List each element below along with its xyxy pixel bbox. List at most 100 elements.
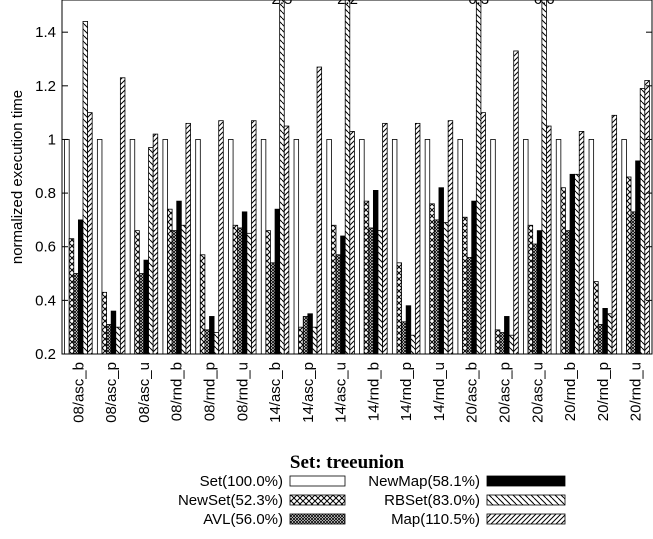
bar bbox=[148, 147, 154, 354]
bar bbox=[536, 230, 543, 354]
bar bbox=[466, 257, 473, 354]
bar bbox=[405, 305, 412, 354]
legend-swatch bbox=[486, 513, 566, 525]
bar bbox=[335, 254, 342, 354]
bar bbox=[523, 139, 529, 354]
bar bbox=[204, 329, 210, 354]
x-tick-label: 08/rnd_u bbox=[234, 362, 251, 421]
value-label: 6.6 bbox=[534, 0, 555, 8]
bar bbox=[283, 125, 290, 354]
bar bbox=[138, 273, 145, 354]
bar bbox=[447, 120, 454, 354]
y-tick-label: 0.2 bbox=[35, 346, 56, 363]
bar bbox=[152, 133, 159, 354]
y-tick-label: 0.6 bbox=[35, 239, 56, 256]
bar bbox=[134, 230, 140, 354]
x-tick-label: 14/rnd_u bbox=[431, 362, 448, 421]
bar bbox=[171, 230, 178, 354]
bar bbox=[414, 122, 421, 354]
x-tick-label: 08/rnd_b bbox=[169, 362, 186, 421]
y-tick-label: 1.4 bbox=[35, 24, 56, 41]
bar bbox=[555, 139, 562, 354]
bar bbox=[195, 139, 201, 354]
bar bbox=[87, 112, 93, 354]
bar bbox=[101, 291, 107, 354]
bars bbox=[64, 0, 650, 354]
bar bbox=[593, 281, 599, 354]
value-label: 6.3 bbox=[468, 0, 489, 8]
bar bbox=[401, 321, 407, 354]
bar bbox=[298, 326, 304, 354]
bar bbox=[349, 131, 355, 354]
chart-title: Set: treeunion bbox=[290, 452, 405, 473]
bar bbox=[185, 122, 191, 354]
x-tick-label: 20/rnd_p bbox=[595, 362, 612, 421]
bar bbox=[316, 66, 323, 354]
bar bbox=[359, 139, 365, 354]
bar bbox=[391, 139, 398, 354]
bar bbox=[382, 122, 388, 354]
bar bbox=[396, 262, 402, 354]
bar bbox=[213, 332, 220, 354]
x-tick-label: 08/rnd_p bbox=[202, 362, 219, 421]
bar bbox=[167, 208, 173, 354]
bar bbox=[293, 139, 300, 354]
x-tick-label: 14/asc_b bbox=[267, 362, 284, 423]
bar bbox=[429, 203, 435, 354]
bar bbox=[372, 190, 379, 354]
x-tick-label: 14/rnd_b bbox=[365, 362, 382, 421]
x-tick-label: 08/asc_p bbox=[103, 362, 120, 423]
bar bbox=[106, 324, 112, 354]
y-axis-label: normalized execution time bbox=[9, 90, 26, 264]
bar bbox=[443, 222, 449, 354]
bar bbox=[565, 230, 571, 354]
legend-label: Map(110.5%) bbox=[391, 511, 480, 528]
legend-swatch bbox=[486, 494, 566, 506]
y-tick-label: 0.8 bbox=[35, 185, 56, 202]
bar bbox=[176, 200, 182, 354]
x-tick-label: 20/rnd_u bbox=[628, 362, 645, 421]
bar bbox=[246, 232, 252, 354]
bar bbox=[199, 254, 206, 354]
bar bbox=[546, 125, 552, 354]
bar bbox=[96, 139, 103, 354]
y-tick-label: 1.2 bbox=[35, 78, 56, 95]
bar bbox=[574, 173, 580, 354]
legend-label: NewMap(58.1%) bbox=[368, 473, 480, 490]
bar bbox=[312, 326, 318, 354]
bar bbox=[228, 139, 234, 354]
legend-swatch bbox=[289, 494, 346, 506]
bar bbox=[569, 173, 576, 354]
bar bbox=[274, 208, 281, 354]
bar bbox=[260, 139, 267, 354]
bar bbox=[279, 0, 285, 354]
bar bbox=[82, 21, 88, 354]
bar bbox=[368, 227, 374, 354]
x-tick-label: 20/asc_u bbox=[529, 362, 546, 423]
bar bbox=[162, 139, 168, 354]
bar bbox=[410, 334, 416, 354]
bar bbox=[237, 227, 243, 354]
x-tick-label: 20/asc_p bbox=[497, 362, 514, 423]
bar bbox=[462, 216, 468, 354]
legend-swatch bbox=[486, 475, 566, 487]
bar bbox=[119, 77, 126, 354]
y-tick-label: 1 bbox=[48, 131, 56, 148]
bar bbox=[77, 219, 84, 354]
bar bbox=[209, 316, 215, 354]
bar bbox=[626, 176, 632, 354]
bar bbox=[578, 131, 585, 354]
bar bbox=[480, 112, 486, 354]
legend-label: RBSet(83.0%) bbox=[384, 492, 480, 509]
legend-swatch bbox=[289, 475, 346, 487]
bar bbox=[251, 120, 257, 354]
bar bbox=[180, 224, 187, 354]
legend-label: NewSet(52.3%) bbox=[178, 492, 283, 509]
x-tick-label: 14/asc_u bbox=[333, 362, 350, 423]
bar bbox=[532, 243, 538, 354]
bar bbox=[471, 200, 477, 354]
bar bbox=[363, 200, 370, 354]
bar bbox=[560, 187, 566, 354]
x-tick-label: 14/rnd_p bbox=[398, 362, 415, 421]
y-tick-label: 0.4 bbox=[35, 292, 56, 309]
